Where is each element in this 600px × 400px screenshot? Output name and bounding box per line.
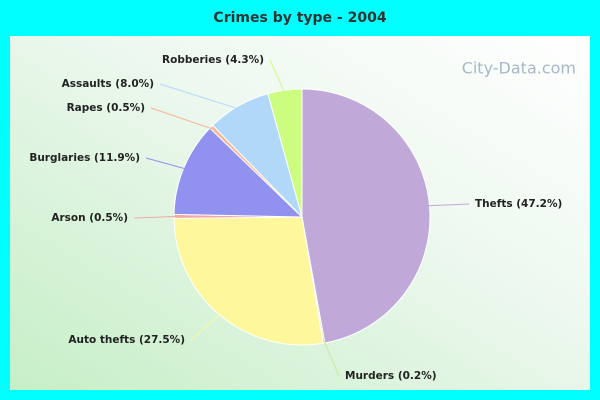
slice-label: Auto thefts (27.5%) xyxy=(68,334,185,346)
leader-line xyxy=(425,203,470,207)
watermark: City-Data.com xyxy=(462,59,576,78)
leader-line xyxy=(190,311,223,341)
leader-line xyxy=(269,59,286,95)
leader-line xyxy=(133,215,179,219)
pie-slice xyxy=(173,216,324,346)
leader-line xyxy=(150,107,215,130)
slice-label: Murders (0.2%) xyxy=(345,370,437,382)
slice-label: Assaults (8.0%) xyxy=(62,78,154,90)
slice-label: Rapes (0.5%) xyxy=(67,102,145,114)
pie-slice xyxy=(267,88,303,218)
slice-label: Arson (0.5%) xyxy=(51,212,128,224)
slice-label: Thefts (47.2%) xyxy=(475,198,562,210)
leader-line xyxy=(145,157,188,170)
leader-line xyxy=(322,338,340,377)
chart-title: Crimes by type - 2004 xyxy=(213,10,386,26)
leader-line xyxy=(159,83,241,110)
slice-label: Burglaries (11.9%) xyxy=(29,152,140,164)
slice-label: Robberies (4.3%) xyxy=(162,54,264,66)
